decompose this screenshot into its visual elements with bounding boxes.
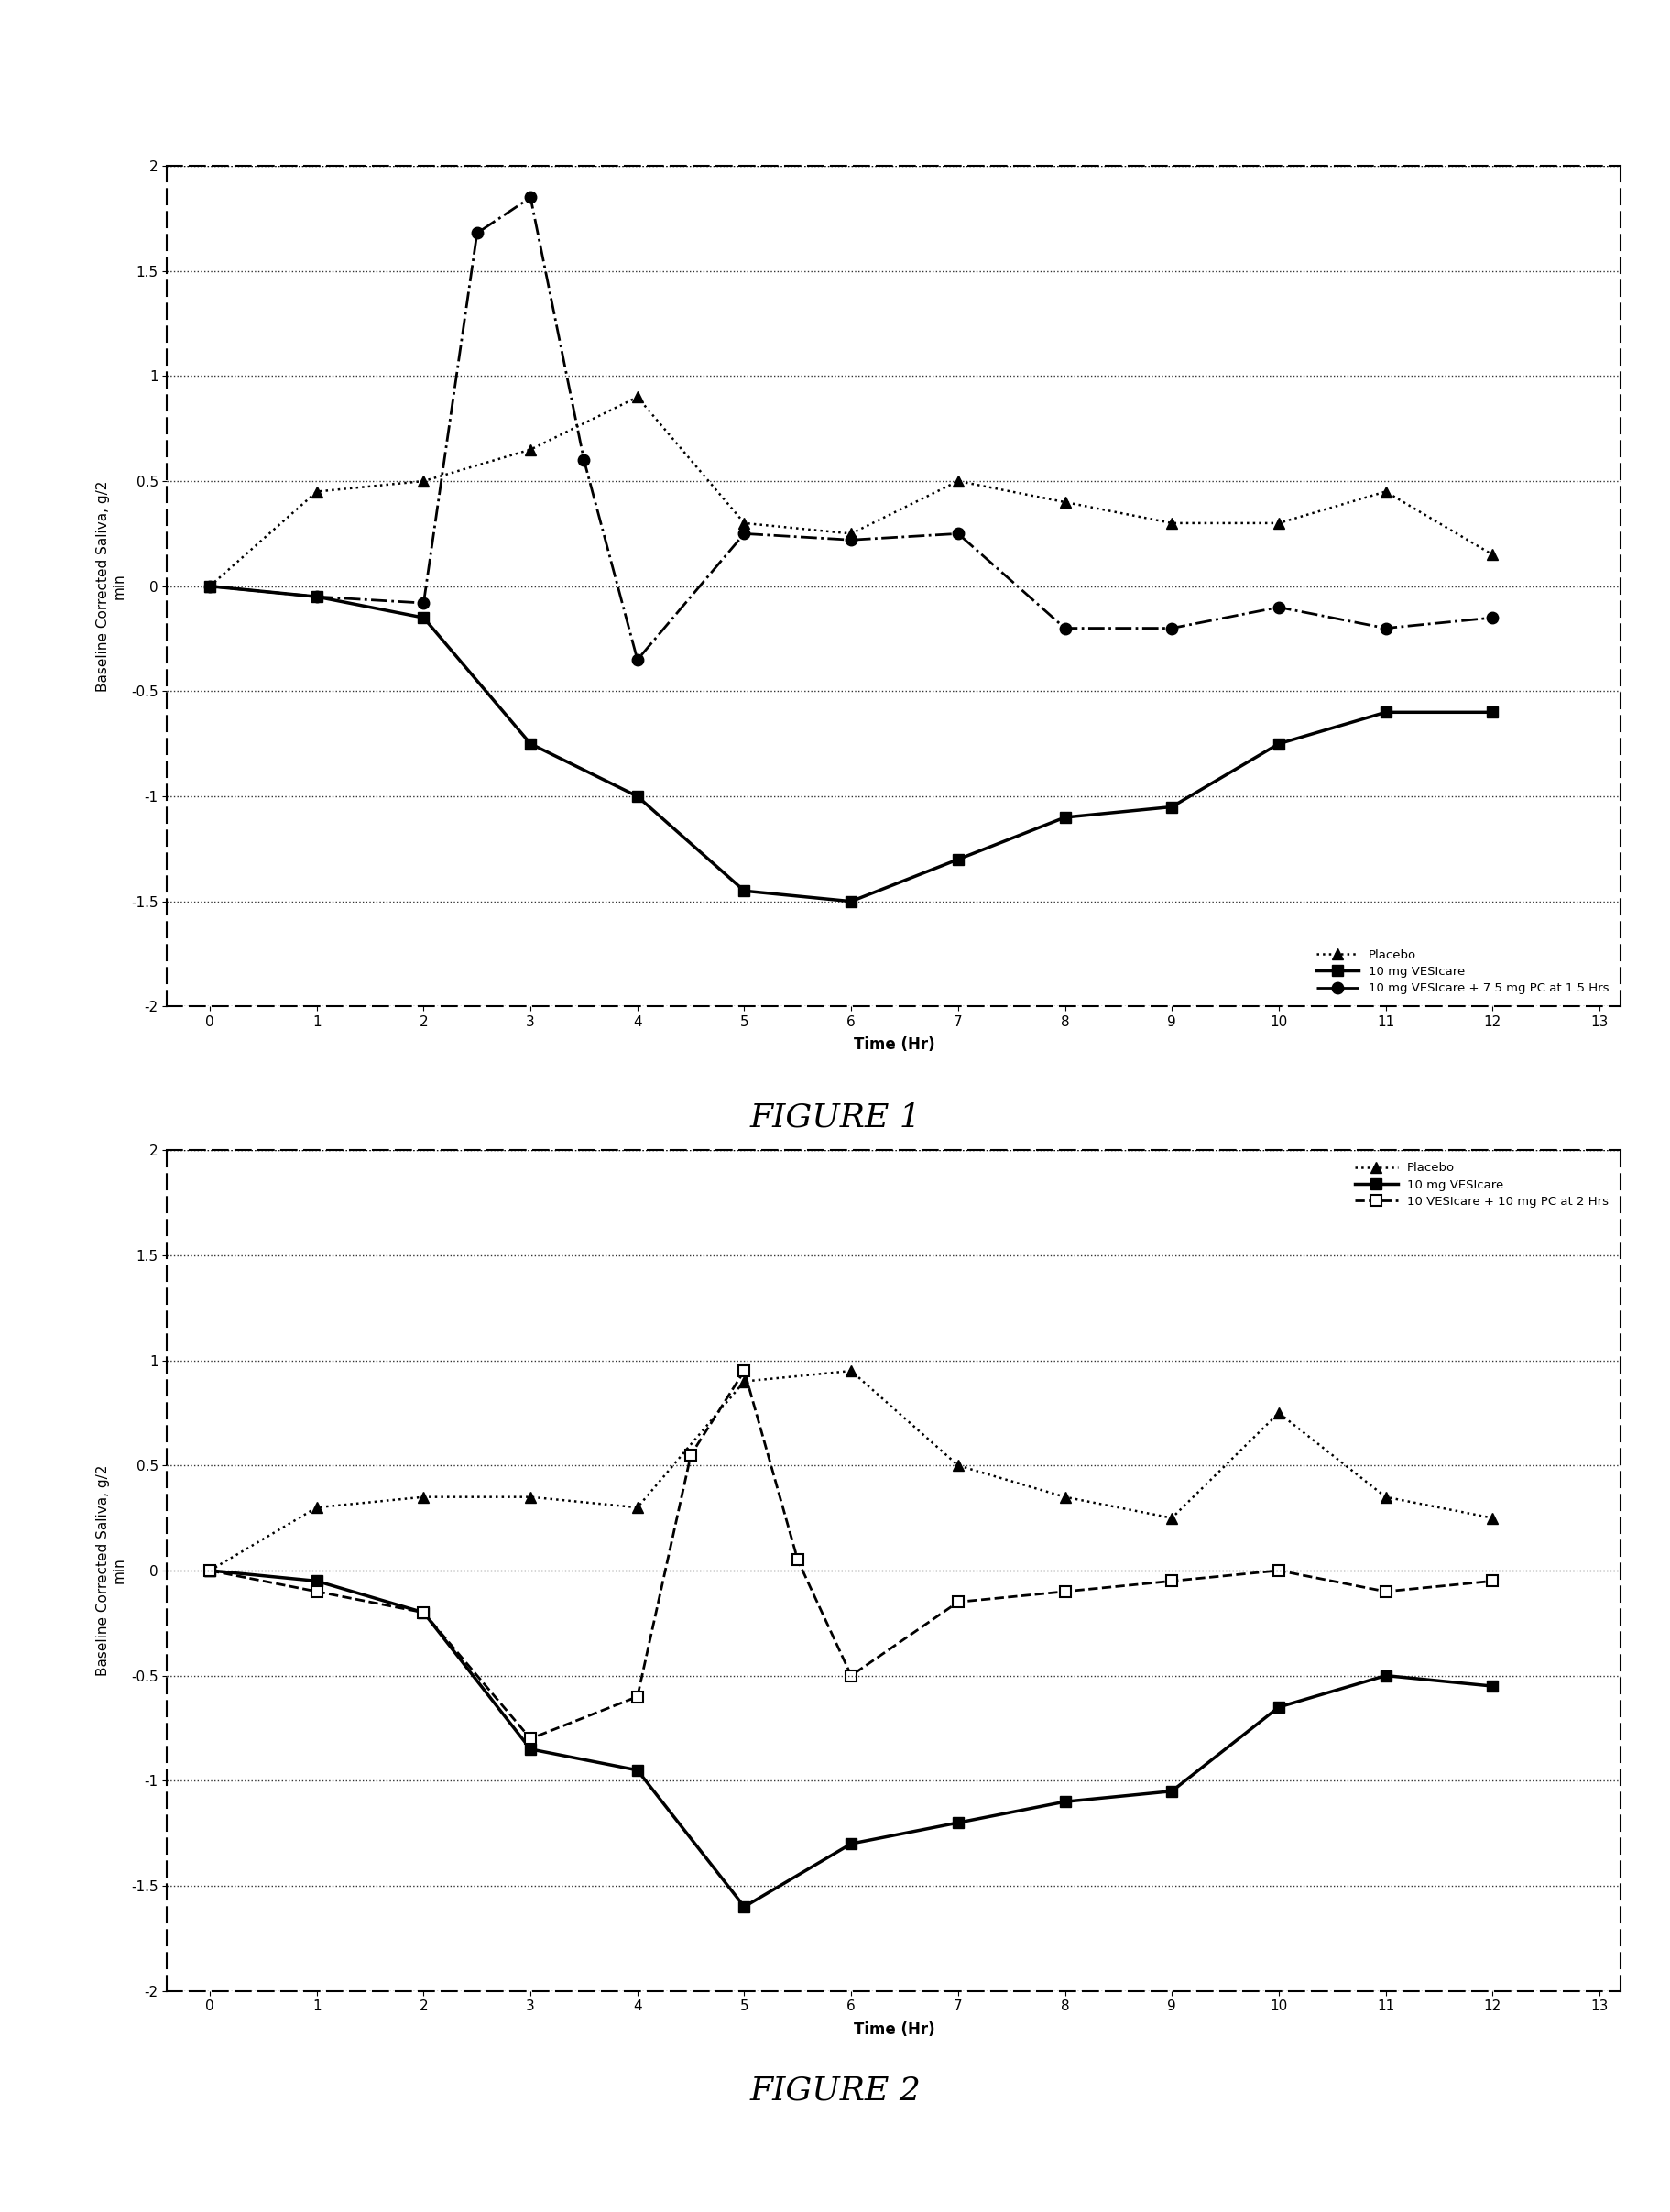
Text: FIGURE 1: FIGURE 1 [750,1102,920,1133]
10 mg VESIcare [307,584,327,611]
10 mg VESIcare [1268,730,1288,757]
Placebo [414,1484,434,1511]
10 mg VESIcare + 7.5 mg PC at 1.5 Hrs [468,219,488,246]
Placebo [1268,509,1288,535]
Line: Placebo: Placebo [205,1365,1496,1575]
10 VESIcare + 10 mg PC at 2 Hrs [840,1663,860,1690]
Placebo [1374,1484,1394,1511]
Placebo [626,383,646,409]
10 mg VESIcare [1268,1694,1288,1721]
10 VESIcare + 10 mg PC at 2 Hrs [626,1683,646,1710]
10 VESIcare + 10 mg PC at 2 Hrs [1161,1568,1181,1595]
10 VESIcare + 10 mg PC at 2 Hrs [1374,1579,1394,1606]
Legend: Placebo, 10 mg VESIcare, 10 mg VESIcare + 7.5 mg PC at 1.5 Hrs: Placebo, 10 mg VESIcare, 10 mg VESIcare … [1309,942,1613,1000]
Placebo [1374,478,1394,504]
10 mg VESIcare + 7.5 mg PC at 1.5 Hrs [733,520,753,546]
Placebo [1268,1400,1288,1427]
10 mg VESIcare + 7.5 mg PC at 1.5 Hrs [573,447,593,473]
Placebo [200,573,220,599]
Placebo [1054,489,1074,515]
10 mg VESIcare [840,1832,860,1858]
10 VESIcare + 10 mg PC at 2 Hrs [307,1579,327,1606]
Legend: Placebo, 10 mg VESIcare, 10 VESIcare + 10 mg PC at 2 Hrs: Placebo, 10 mg VESIcare, 10 VESIcare + 1… [1348,1157,1613,1214]
Line: 10 mg VESIcare + 7.5 mg PC at 1.5 Hrs: 10 mg VESIcare + 7.5 mg PC at 1.5 Hrs [204,192,1498,666]
Text: FIGURE 2: FIGURE 2 [750,2075,920,2106]
Placebo [1054,1484,1074,1511]
10 mg VESIcare [521,1736,541,1763]
10 mg VESIcare [626,783,646,810]
10 VESIcare + 10 mg PC at 2 Hrs [733,1358,753,1385]
10 mg VESIcare [733,878,753,905]
10 VESIcare + 10 mg PC at 2 Hrs [680,1442,700,1469]
10 mg VESIcare + 7.5 mg PC at 1.5 Hrs [1161,615,1181,641]
10 mg VESIcare [947,845,967,872]
10 mg VESIcare [1374,1663,1394,1690]
10 mg VESIcare + 7.5 mg PC at 1.5 Hrs [414,591,434,617]
10 mg VESIcare [521,730,541,757]
10 VESIcare + 10 mg PC at 2 Hrs [947,1588,967,1615]
10 VESIcare + 10 mg PC at 2 Hrs [1054,1579,1074,1606]
10 mg VESIcare [1161,794,1181,821]
Placebo [307,478,327,504]
10 mg VESIcare + 7.5 mg PC at 1.5 Hrs [1481,604,1501,630]
10 mg VESIcare [1481,699,1501,726]
Placebo [1481,1504,1501,1531]
10 mg VESIcare [626,1756,646,1783]
10 mg VESIcare + 7.5 mg PC at 1.5 Hrs [840,526,860,553]
X-axis label: Time (Hr): Time (Hr) [853,1037,934,1053]
10 mg VESIcare + 7.5 mg PC at 1.5 Hrs [1268,593,1288,619]
Placebo [1161,1504,1181,1531]
10 mg VESIcare [947,1809,967,1836]
10 VESIcare + 10 mg PC at 2 Hrs [200,1557,220,1584]
10 mg VESIcare [1054,805,1074,832]
10 mg VESIcare + 7.5 mg PC at 1.5 Hrs [1374,615,1394,641]
X-axis label: Time (Hr): Time (Hr) [853,2022,934,2037]
Placebo [947,1453,967,1480]
10 VESIcare + 10 mg PC at 2 Hrs [414,1599,434,1626]
Placebo [733,1367,753,1396]
10 VESIcare + 10 mg PC at 2 Hrs [787,1546,807,1573]
10 VESIcare + 10 mg PC at 2 Hrs [521,1725,541,1752]
10 mg VESIcare + 7.5 mg PC at 1.5 Hrs [1054,615,1074,641]
Placebo [200,1557,220,1584]
Placebo [626,1495,646,1522]
10 mg VESIcare + 7.5 mg PC at 1.5 Hrs [947,520,967,546]
Y-axis label: Baseline Corrected Saliva, g/2
min: Baseline Corrected Saliva, g/2 min [97,1464,125,1677]
Placebo [840,1358,860,1385]
10 mg VESIcare + 7.5 mg PC at 1.5 Hrs [521,184,541,210]
10 mg VESIcare [307,1568,327,1595]
Placebo [1481,542,1501,568]
Placebo [414,469,434,495]
Placebo [521,436,541,462]
10 mg VESIcare [1054,1787,1074,1814]
Line: 10 mg VESIcare: 10 mg VESIcare [205,1566,1496,1911]
10 mg VESIcare [414,604,434,630]
10 mg VESIcare [414,1599,434,1626]
Placebo [1161,509,1181,535]
10 mg VESIcare [733,1893,753,1920]
Line: 10 mg VESIcare: 10 mg VESIcare [205,582,1496,907]
10 mg VESIcare + 7.5 mg PC at 1.5 Hrs [200,573,220,599]
10 mg VESIcare + 7.5 mg PC at 1.5 Hrs [307,584,327,611]
10 mg VESIcare [1374,699,1394,726]
10 mg VESIcare [1161,1778,1181,1805]
10 mg VESIcare [1481,1672,1501,1699]
10 VESIcare + 10 mg PC at 2 Hrs [1268,1557,1288,1584]
Placebo [521,1484,541,1511]
Placebo [733,509,753,535]
10 mg VESIcare [200,1557,220,1584]
Placebo [840,520,860,546]
10 VESIcare + 10 mg PC at 2 Hrs [1481,1568,1501,1595]
10 mg VESIcare [200,573,220,599]
Placebo [307,1495,327,1522]
Placebo [947,469,967,495]
10 mg VESIcare + 7.5 mg PC at 1.5 Hrs [626,646,646,672]
Line: 10 VESIcare + 10 mg PC at 2 Hrs: 10 VESIcare + 10 mg PC at 2 Hrs [205,1365,1496,1743]
10 mg VESIcare [840,887,860,916]
Y-axis label: Baseline Corrected Saliva, g/2
min: Baseline Corrected Saliva, g/2 min [97,480,125,692]
Line: Placebo: Placebo [205,392,1496,591]
